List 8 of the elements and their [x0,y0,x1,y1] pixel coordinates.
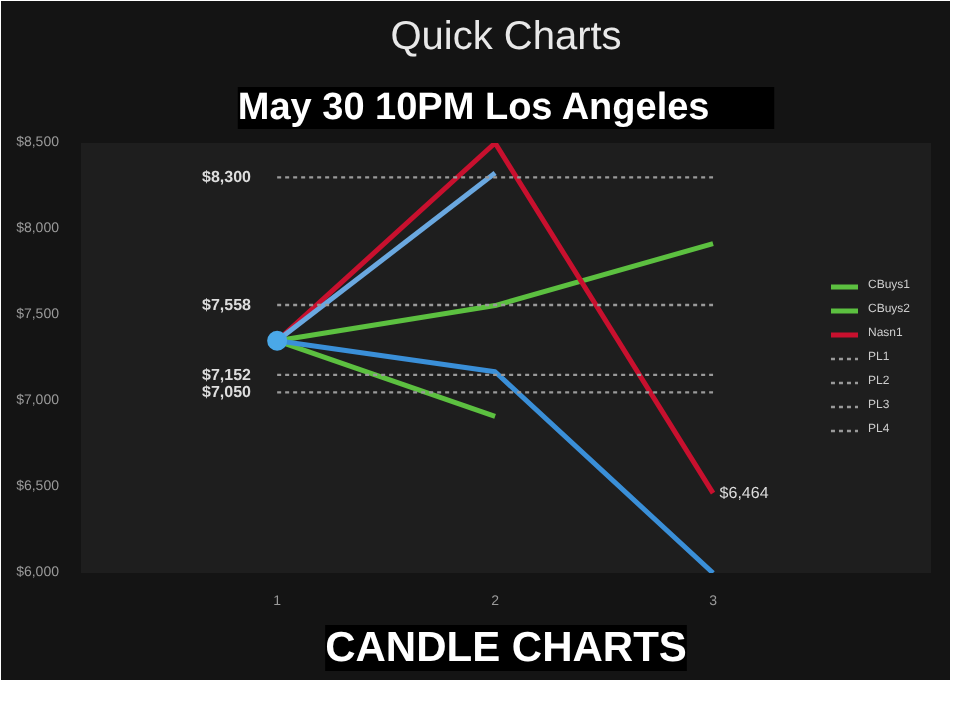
chart-title: Quick Charts [390,15,622,59]
annotation: $8,300 [202,168,253,187]
annotation: $7,558 [202,296,253,315]
annotation: $7,152 [202,365,253,384]
annotation: $7,050 [202,383,253,402]
annotation: $6,464 [719,484,770,503]
text: May 30 10PM Los Angeles [237,87,710,129]
text: CANDLE CHARTS [325,625,687,671]
